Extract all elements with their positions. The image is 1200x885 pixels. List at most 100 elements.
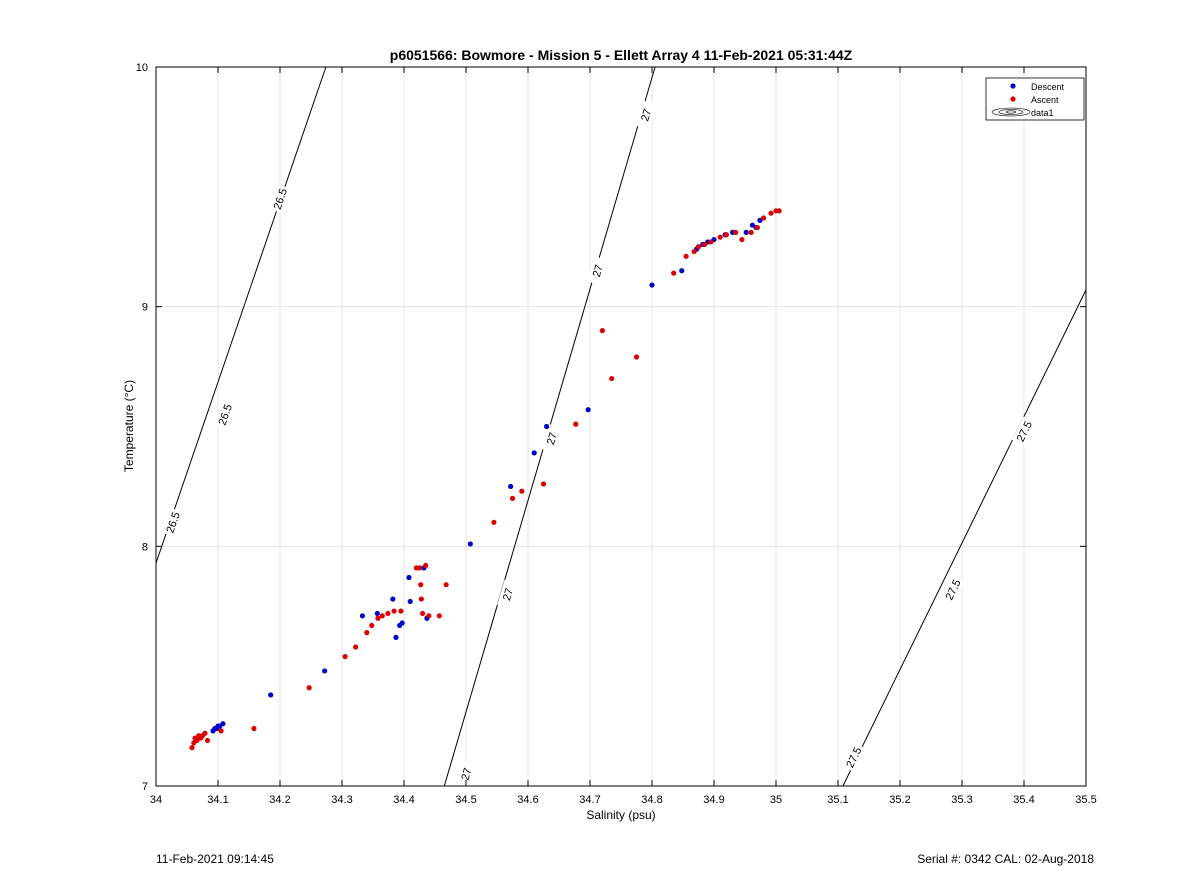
data-point-ascent	[364, 630, 370, 636]
data-point-ascent	[695, 244, 702, 250]
contour-label-bg	[1011, 416, 1037, 447]
data-point-ascent	[573, 421, 579, 427]
data-point-ascent	[761, 215, 767, 221]
data-point-descent	[743, 229, 749, 235]
data-point-descent	[374, 610, 380, 617]
y-axis-label: Temperature (°C)	[122, 380, 136, 472]
data-point-ascent	[443, 582, 449, 588]
data-point-descent	[531, 450, 537, 456]
contour-label: 27	[639, 108, 654, 123]
data-point-ascent	[754, 224, 761, 231]
footer-serial-cal: Serial #: 0342 CAL: 02-Aug-2018	[917, 852, 1094, 866]
data-point-ascent	[423, 562, 429, 569]
data-point-ascent	[194, 737, 200, 744]
data-point-ascent	[509, 495, 516, 501]
plot-area	[156, 67, 1086, 786]
contour-label-bg	[497, 579, 518, 609]
data-point-descent	[322, 668, 328, 674]
data-point-ascent	[398, 608, 404, 614]
data-point-ascent	[671, 270, 677, 276]
data-point-ascent	[599, 328, 606, 334]
contour-label-bg	[269, 184, 291, 214]
data-point-ascent	[416, 565, 423, 571]
legend-label-descent: Descent	[1031, 82, 1065, 92]
x-tick-label: 35.3	[951, 794, 972, 806]
data-point-ascent	[776, 208, 782, 214]
data-point-ascent	[609, 375, 615, 382]
contour-label: 27	[591, 263, 606, 278]
x-tick-label: 34	[150, 794, 162, 806]
contour-label: 27	[545, 431, 560, 446]
data-point-descent	[585, 407, 591, 413]
x-tick-label: 35.1	[827, 794, 848, 806]
x-tick-label: 34.7	[579, 794, 600, 806]
contour-label-bg	[455, 759, 477, 789]
contour-label-bg	[940, 574, 965, 605]
x-tick-label: 35.4	[1013, 794, 1034, 806]
data-point-descent	[508, 483, 514, 490]
data-point-ascent	[708, 239, 714, 245]
x-tick-label: 34.9	[703, 794, 724, 806]
y-tick-label: 10	[136, 62, 148, 74]
data-point-ascent	[353, 644, 359, 650]
data-point-ascent	[702, 241, 708, 247]
data-point-descent	[393, 634, 399, 641]
y-tick-label: 8	[142, 541, 148, 553]
data-points	[189, 208, 782, 751]
data-point-descent	[407, 598, 413, 605]
legend-box	[985, 77, 1085, 121]
data-point-ascent	[436, 613, 442, 619]
data-point-ascent	[306, 685, 312, 691]
data-point-descent	[268, 692, 274, 698]
data-point-descent	[359, 613, 366, 619]
data-point-ascent	[375, 615, 381, 621]
axes-box	[155, 66, 1087, 787]
data-point-ascent	[391, 608, 397, 614]
data-point-ascent	[426, 613, 432, 619]
data-point-ascent	[342, 653, 348, 660]
x-tick-label: 34.6	[517, 794, 538, 806]
contour-label-bg	[541, 424, 562, 453]
x-axis-ticks: 34 34.1 34.2 34.3 34.4 34.5 34.6 34.7 34.8 34.9 35…	[150, 67, 1097, 806]
data-point-ascent	[748, 229, 754, 235]
contour-label-bg	[161, 507, 184, 537]
data-point-ascent	[633, 354, 640, 360]
x-axis-label: Salinity (psu)	[586, 808, 655, 822]
legend-label-data1: data1	[1031, 108, 1054, 118]
x-tick-label: 34.2	[269, 794, 290, 806]
legend-marker-ascent	[1010, 96, 1016, 102]
y-axis-ticks: 7 8 9 10	[136, 62, 1086, 793]
contour-label-bg	[841, 742, 866, 772]
data-point-ascent	[540, 481, 547, 487]
chart-title: p6051566: Bowmore - Mission 5 - Ellett A…	[390, 47, 853, 63]
data-point-descent	[406, 574, 412, 581]
data-point-descent	[544, 423, 550, 430]
data-point-ascent	[202, 730, 208, 736]
data-point-ascent	[418, 596, 424, 602]
y-tick-label: 7	[142, 781, 148, 793]
data-point-descent	[749, 222, 756, 228]
data-point-ascent	[733, 229, 739, 235]
data-point-descent	[649, 282, 655, 288]
data-point-ascent	[379, 613, 385, 619]
data-point-ascent	[717, 234, 723, 240]
data-point-descent	[390, 596, 396, 602]
data-point-ascent	[418, 582, 424, 588]
data-point-ascent	[218, 728, 224, 734]
data-point-descent	[220, 721, 226, 727]
x-tick-label: 35	[770, 794, 782, 806]
x-tick-label: 35.2	[889, 794, 910, 806]
legend: Descent Ascent data1	[985, 77, 1085, 121]
data-point-ascent	[491, 519, 497, 525]
data-point-ascent	[691, 248, 697, 255]
data-point-ascent	[723, 232, 730, 238]
data-point-ascent	[768, 210, 774, 216]
data-point-ascent	[369, 622, 375, 629]
data-point-ascent	[385, 610, 391, 617]
x-tick-label: 34.5	[455, 794, 476, 806]
legend-marker-descent	[1010, 83, 1016, 89]
isopycnal-line	[155, 66, 327, 564]
data-point-descent	[467, 541, 473, 547]
legend-label-ascent: Ascent	[1031, 95, 1059, 105]
